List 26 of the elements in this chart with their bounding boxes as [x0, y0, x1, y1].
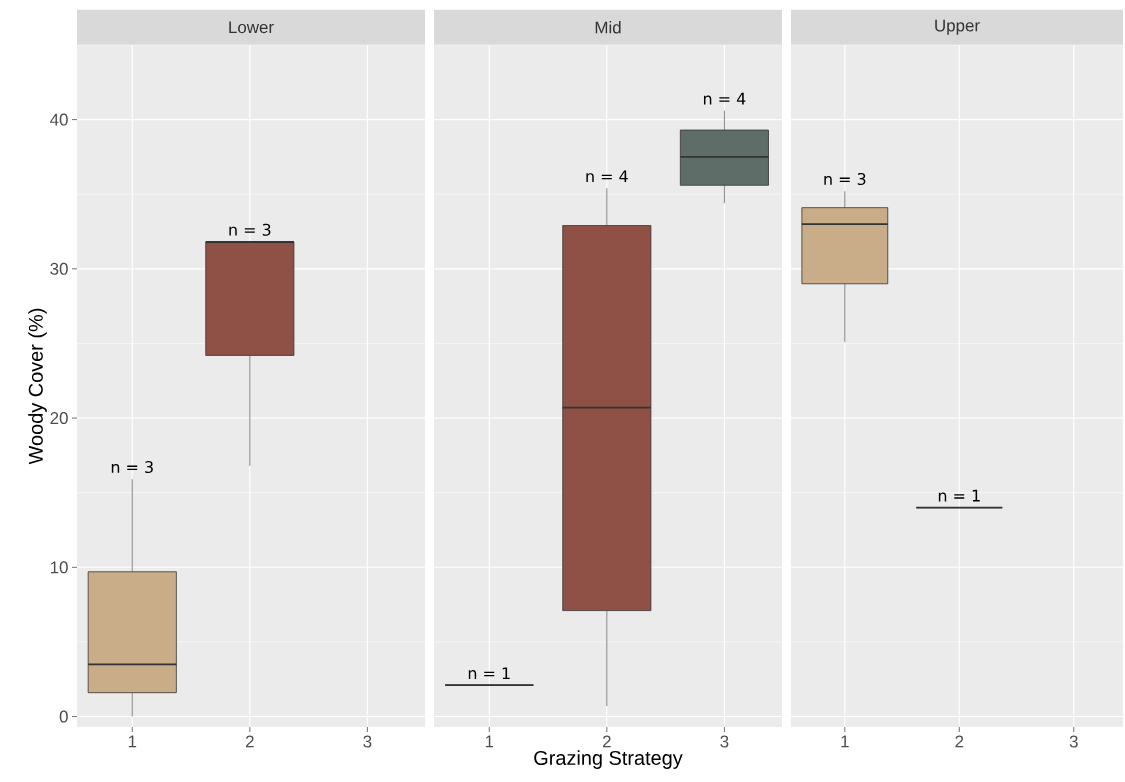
x-tick-label: 1	[128, 735, 137, 748]
x-tick-label: 3	[363, 735, 372, 748]
x-tick-label: 1	[485, 735, 494, 748]
x-tick-label: 3	[720, 735, 729, 748]
y-tick-label: 40	[50, 113, 68, 126]
y-tick-label: 0	[59, 710, 68, 723]
annotation: n = 3	[824, 172, 866, 186]
annotation: n = 1	[468, 667, 510, 680]
annotation: n = 3	[111, 461, 153, 474]
annotation: n = 1	[938, 489, 980, 502]
x-tick-label: 2	[602, 735, 611, 748]
x-axis-title: Grazing Strategy	[534, 750, 683, 769]
annotation: n = 4	[703, 92, 746, 105]
x-tick-label: 1	[841, 735, 849, 748]
x-tick-label: 2	[955, 735, 964, 748]
x-tick-label: 3	[1069, 735, 1078, 748]
chart-title: Upper	[935, 19, 980, 35]
chart-title: Mid	[595, 21, 621, 34]
annotation: n = 4	[586, 170, 628, 183]
y-tick-label: 30	[50, 262, 68, 275]
y-tick-label: 10	[50, 561, 68, 574]
y-axis-title: Woody Cover (%)	[28, 308, 47, 465]
chart-title: Lower	[229, 21, 274, 34]
x-tick-label: 2	[245, 735, 254, 748]
annotation: n = 3	[229, 223, 271, 236]
y-tick-label: 20	[50, 412, 68, 425]
